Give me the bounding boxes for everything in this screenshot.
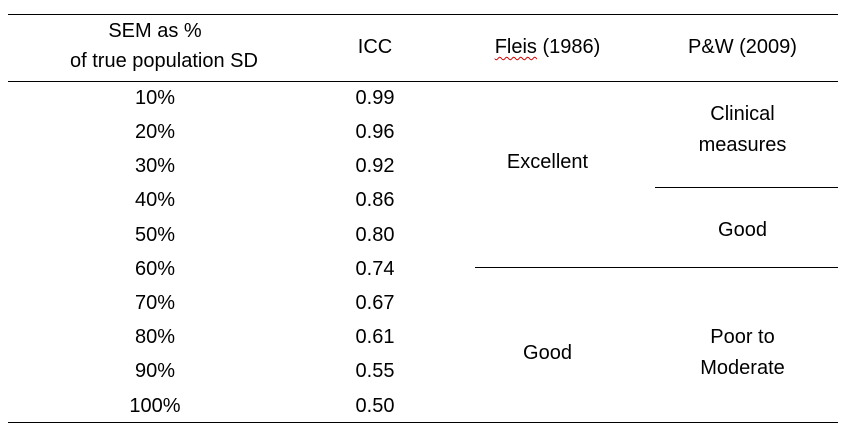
pw-poor-line1: Poor to — [710, 326, 775, 348]
icc-cell: 0.86 — [355, 189, 395, 211]
icc-cell: 0.50 — [355, 395, 395, 417]
pw-good-label: Good — [718, 219, 767, 241]
header-icc: ICC — [357, 36, 393, 58]
icc-cell: 0.92 — [355, 155, 395, 177]
header-pw: P&W (2009) — [688, 36, 797, 58]
sem-cell: 30% — [134, 155, 176, 177]
icc-cell: 0.80 — [355, 224, 395, 246]
pw-clinical-measures-label: Clinical measures — [655, 99, 830, 161]
pw-clinical-line1: Clinical — [710, 103, 775, 125]
fleis-divider-rule — [475, 267, 838, 268]
sem-cell: 20% — [134, 121, 176, 143]
icc-cell: 0.55 — [355, 360, 395, 382]
sem-cell: 90% — [134, 360, 176, 382]
header-sem-line2: of true population SD — [70, 50, 258, 72]
sem-cell: 100% — [129, 395, 181, 417]
header-fleis-word: Fleis — [494, 36, 537, 58]
bottom-rule — [8, 422, 838, 423]
icc-cell: 0.61 — [355, 326, 395, 348]
pw-poor-line2: Moderate — [700, 357, 785, 379]
icc-cell: 0.99 — [355, 87, 395, 109]
header-sem: SEM as % of true population SD — [70, 16, 258, 76]
icc-cell: 0.96 — [355, 121, 395, 143]
fleis-good-label: Good — [523, 342, 572, 364]
sem-cell: 50% — [134, 224, 176, 246]
header-sem-line1: SEM as % — [108, 20, 202, 42]
pw-clinical-line2: measures — [698, 134, 787, 156]
header-fleis: Fleis (1986) — [470, 32, 625, 62]
sem-cell: 40% — [134, 189, 176, 211]
pw-divider-rule — [655, 187, 838, 188]
header-fleis-year: (1986) — [536, 36, 601, 58]
top-rule — [8, 14, 838, 15]
header-rule — [8, 81, 838, 82]
icc-cell: 0.67 — [355, 292, 395, 314]
sem-cell: 60% — [134, 258, 176, 280]
sem-cell: 80% — [134, 326, 176, 348]
icc-cell: 0.74 — [355, 258, 395, 280]
sem-cell: 10% — [134, 87, 176, 109]
pw-poor-to-moderate-label: Poor to Moderate — [655, 322, 830, 384]
sem-cell: 70% — [134, 292, 176, 314]
fleis-excellent-label: Excellent — [506, 151, 589, 173]
